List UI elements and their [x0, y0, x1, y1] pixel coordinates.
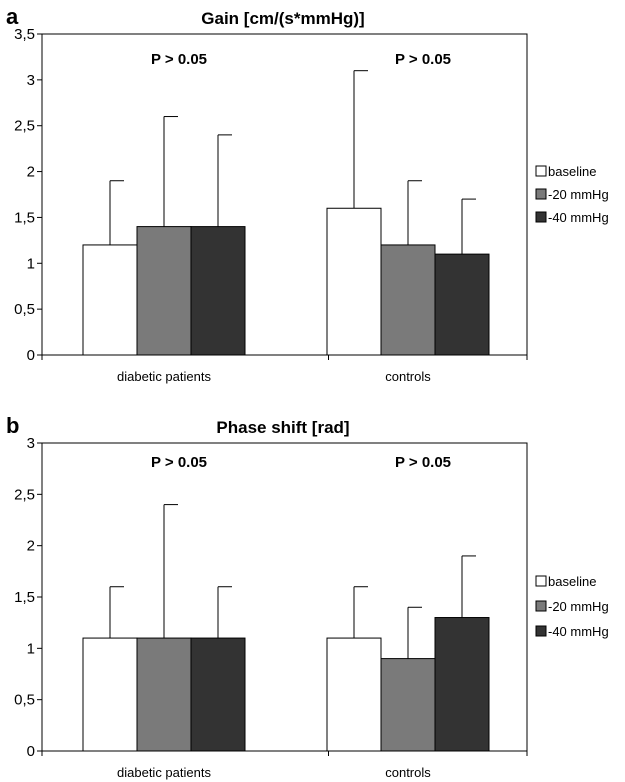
- bar-diabetic-patients-0: [82, 244, 138, 356]
- bar-controls-0: [326, 637, 382, 752]
- category-label: controls: [385, 369, 431, 384]
- legend-label: baseline: [548, 164, 596, 179]
- bar-diabetic-patients-2: [190, 226, 246, 356]
- category-label: diabetic patients: [117, 765, 211, 780]
- legend-swatch: [535, 211, 547, 223]
- legend-label: -20 mmHg: [548, 599, 609, 614]
- legend-swatch: [535, 188, 547, 200]
- y-tick-label: 0: [27, 347, 35, 364]
- legend-label: baseline: [548, 574, 596, 589]
- legend-label: -20 mmHg: [548, 187, 609, 202]
- y-tick-label: 0,5: [14, 692, 35, 709]
- y-tick-label: 2: [27, 164, 35, 181]
- y-tick-label: 1: [27, 255, 35, 272]
- p-value-annotation: P > 0.05: [151, 454, 207, 471]
- y-tick-label: 1,5: [14, 209, 35, 226]
- legend-label: -40 mmHg: [548, 624, 609, 639]
- p-value-annotation: P > 0.05: [395, 454, 451, 471]
- bar-diabetic-patients-1: [136, 637, 192, 752]
- y-tick-label: 3: [27, 72, 35, 89]
- chart-title: Gain [cm/(s*mmHg)]: [201, 9, 364, 28]
- y-tick-label: 0,5: [14, 301, 35, 318]
- p-value-annotation: P > 0.05: [151, 51, 207, 68]
- y-tick-label: 2,5: [14, 118, 35, 135]
- bar-controls-1: [380, 244, 436, 356]
- panel-letter: a: [6, 4, 19, 29]
- y-tick-label: 2: [27, 538, 35, 555]
- bar-controls-1: [380, 658, 436, 752]
- bar-diabetic-patients-2: [190, 637, 246, 752]
- bar-controls-2: [434, 617, 490, 752]
- bar-controls-2: [434, 253, 490, 356]
- bar-controls-0: [326, 207, 382, 356]
- legend-swatch: [535, 625, 547, 637]
- bar-diabetic-patients-1: [136, 226, 192, 356]
- category-label: diabetic patients: [117, 369, 211, 384]
- panel-letter: b: [6, 413, 19, 438]
- legend-swatch: [535, 165, 547, 177]
- legend-label: -40 mmHg: [548, 210, 609, 225]
- y-tick-label: 1: [27, 640, 35, 657]
- legend-swatch: [535, 600, 547, 612]
- chart-title: Phase shift [rad]: [216, 418, 349, 437]
- y-tick-label: 3,5: [14, 26, 35, 43]
- y-tick-label: 3: [27, 435, 35, 452]
- legend-swatch: [535, 575, 547, 587]
- p-value-annotation: P > 0.05: [395, 51, 451, 68]
- category-label: controls: [385, 765, 431, 780]
- bar-diabetic-patients-0: [82, 637, 138, 752]
- y-tick-label: 2,5: [14, 486, 35, 503]
- y-tick-label: 1,5: [14, 589, 35, 606]
- y-tick-label: 0: [27, 743, 35, 760]
- plot-frame: [41, 33, 528, 356]
